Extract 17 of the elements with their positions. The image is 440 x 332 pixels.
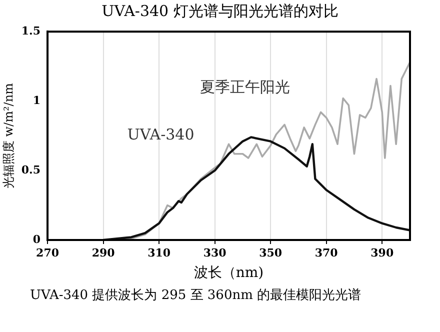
x-tick-label: 350 (259, 246, 282, 260)
y-tick-label: 0 (32, 232, 41, 246)
chart-title: UVA-340 灯光谱与阳光光谱的对比 (100, 1, 340, 22)
y-tick-label: 0.5 (21, 163, 41, 176)
text: UVA-340 提供波长为 295 至 360nm 的最佳模阳光光谱 (30, 287, 362, 305)
x-tick-label: 310 (148, 246, 171, 260)
x-axis-title: 波长（nm) (194, 265, 264, 282)
x-tick-label: 330 (203, 246, 227, 260)
x-tick-label: 290 (92, 246, 116, 260)
y-tick-label: 1.5 (21, 24, 41, 38)
x-tick-label: 370 (314, 246, 338, 260)
x-tick-label: 390 (370, 246, 394, 260)
y-tick-label: 1 (32, 94, 41, 107)
x-tick-label: 270 (36, 246, 60, 260)
y-axis-title: 光辐照度 w/m²/nm (1, 82, 16, 189)
text: UVA-340 (127, 126, 194, 144)
series-label: 夏季正午阳光 (200, 78, 290, 96)
